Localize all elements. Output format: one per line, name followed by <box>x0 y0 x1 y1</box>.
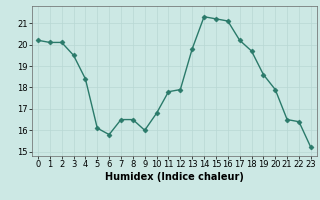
X-axis label: Humidex (Indice chaleur): Humidex (Indice chaleur) <box>105 172 244 182</box>
